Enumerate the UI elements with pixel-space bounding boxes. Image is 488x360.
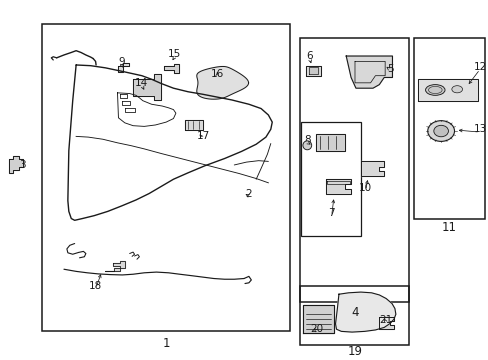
Text: 3: 3 bbox=[19, 160, 26, 170]
Text: 15: 15 bbox=[168, 49, 181, 59]
Text: 18: 18 bbox=[89, 282, 102, 291]
Text: 1: 1 bbox=[162, 337, 169, 350]
Ellipse shape bbox=[433, 125, 447, 137]
Bar bbox=[42, 24, 290, 331]
Polygon shape bbox=[335, 292, 395, 332]
Polygon shape bbox=[308, 67, 317, 74]
Text: 20: 20 bbox=[310, 324, 323, 333]
Polygon shape bbox=[9, 156, 23, 173]
Text: 4: 4 bbox=[350, 306, 358, 319]
Bar bbox=[299, 38, 408, 302]
Ellipse shape bbox=[425, 85, 444, 95]
Text: 2: 2 bbox=[245, 189, 252, 198]
Polygon shape bbox=[303, 305, 333, 333]
Text: 16: 16 bbox=[210, 69, 224, 79]
Polygon shape bbox=[112, 261, 124, 268]
Text: 10: 10 bbox=[358, 183, 371, 193]
Polygon shape bbox=[346, 56, 392, 88]
Polygon shape bbox=[133, 74, 161, 100]
Ellipse shape bbox=[427, 121, 453, 141]
Text: 13: 13 bbox=[472, 124, 486, 134]
Polygon shape bbox=[360, 161, 384, 176]
Text: 17: 17 bbox=[196, 131, 209, 141]
Ellipse shape bbox=[451, 86, 462, 93]
Text: 8: 8 bbox=[304, 135, 310, 145]
Polygon shape bbox=[305, 66, 320, 76]
Polygon shape bbox=[164, 64, 179, 73]
Polygon shape bbox=[196, 67, 248, 99]
Text: 6: 6 bbox=[306, 51, 312, 61]
Polygon shape bbox=[105, 268, 120, 271]
Text: 12: 12 bbox=[472, 62, 486, 72]
Polygon shape bbox=[325, 179, 350, 194]
Text: 7: 7 bbox=[327, 208, 334, 218]
Polygon shape bbox=[184, 120, 203, 130]
Ellipse shape bbox=[302, 141, 311, 150]
Polygon shape bbox=[417, 79, 477, 101]
Polygon shape bbox=[379, 317, 393, 329]
Polygon shape bbox=[315, 134, 345, 151]
Text: 19: 19 bbox=[347, 345, 362, 358]
Bar bbox=[301, 122, 360, 237]
Polygon shape bbox=[118, 63, 129, 72]
Text: 14: 14 bbox=[135, 78, 148, 88]
Text: 21: 21 bbox=[379, 315, 392, 325]
Text: 5: 5 bbox=[386, 64, 392, 73]
Text: 9: 9 bbox=[118, 57, 124, 67]
Bar bbox=[413, 38, 484, 219]
Bar bbox=[299, 286, 408, 345]
Text: 11: 11 bbox=[441, 221, 456, 234]
